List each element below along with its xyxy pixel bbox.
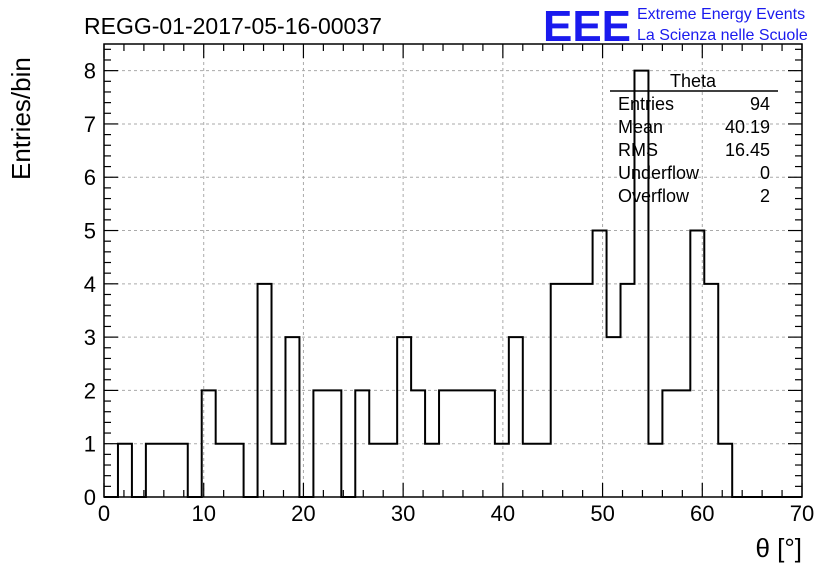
y-tick-label: 2	[84, 378, 96, 403]
plot-border	[103, 43, 803, 498]
y-tick-label: 8	[84, 59, 96, 84]
stats-name: Theta	[670, 71, 717, 91]
logo-line2: La Scienza nelle Scuole	[637, 27, 808, 44]
stats-row-label: RMS	[618, 140, 658, 160]
stats-rows: Entries 94 Mean 40.19 RMS 16.45 Underflow 0 Over…	[618, 94, 770, 206]
y-axis-label: Entries/bin	[6, 57, 36, 180]
stats-row-label: Entries	[618, 94, 674, 114]
y-tick-label: 3	[84, 325, 96, 350]
y-tick-label: 7	[84, 112, 96, 137]
y-tick-label: 6	[84, 165, 96, 190]
x-tick-label: 20	[291, 501, 315, 526]
stats-row-value: 40.19	[725, 117, 770, 137]
y-tick-label: 4	[84, 272, 96, 297]
y-tick-label: 0	[84, 485, 96, 510]
plot-frame	[103, 43, 803, 498]
x-tick-label: 60	[690, 501, 714, 526]
run-title: REGG-01-2017-05-16-00037	[84, 13, 382, 39]
x-tick-label: 70	[790, 501, 814, 526]
stats-row-label: Underflow	[618, 163, 700, 183]
x-tick-label: 40	[491, 501, 515, 526]
y-tick-label: 1	[84, 432, 96, 457]
axis-ticks	[103, 44, 803, 498]
x-tick-label: 30	[391, 501, 415, 526]
x-tick-label: 50	[590, 501, 614, 526]
x-tick-label: 10	[191, 501, 215, 526]
stats-row-label: Mean	[618, 117, 663, 137]
stats-row-value: 16.45	[725, 140, 770, 160]
stats-row-label: Overflow	[618, 186, 690, 206]
histogram-line	[104, 69, 802, 498]
stats-row-value: 94	[750, 94, 770, 114]
stats-box: Theta Entries 94 Mean 40.19 RMS 16.45 Underflo…	[610, 71, 778, 206]
x-axis-label: θ [°]	[755, 533, 802, 563]
grid	[104, 44, 802, 497]
x-tick-label: 0	[98, 501, 110, 526]
logo-line1: Extreme Energy Events	[637, 6, 805, 23]
stats-row-value: 0	[760, 163, 770, 183]
eee-logo: EEE Extreme Energy Events La Scienza nel…	[543, 2, 808, 51]
stats-row-value: 2	[760, 186, 770, 206]
logo-mark: EEE	[543, 2, 631, 51]
y-tick-label: 5	[84, 219, 96, 244]
